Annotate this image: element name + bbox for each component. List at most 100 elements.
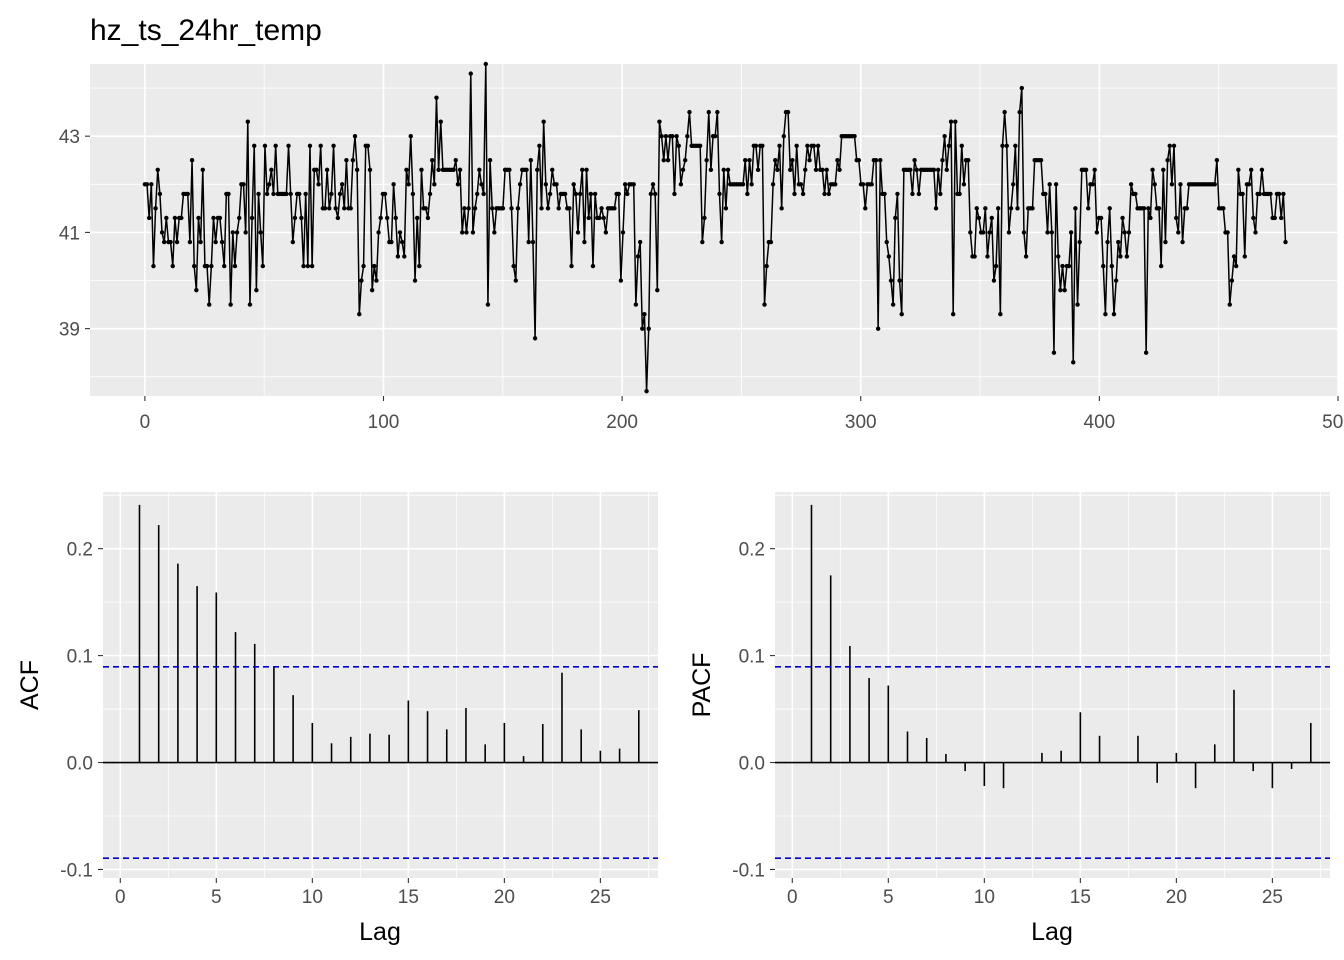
temperature-point bbox=[940, 158, 945, 163]
temperature-point bbox=[1002, 109, 1007, 115]
temperature-point bbox=[1257, 191, 1262, 197]
temperature-point bbox=[352, 133, 358, 139]
temperature-point bbox=[777, 143, 782, 148]
temperature-point bbox=[327, 206, 332, 211]
temperature-point bbox=[1103, 312, 1108, 317]
pacf-x-tick-label: 10 bbox=[974, 887, 995, 908]
temperature-point bbox=[1283, 239, 1288, 245]
temperature-point bbox=[680, 167, 686, 173]
temperature-point bbox=[760, 143, 765, 148]
temperature-point bbox=[588, 191, 594, 197]
temperature-point bbox=[878, 158, 883, 163]
temperature-point bbox=[974, 206, 979, 211]
pacf-x-axis-title: Lag bbox=[1031, 918, 1073, 946]
temperature-point bbox=[1066, 263, 1072, 269]
temperature-point bbox=[515, 206, 521, 211]
temperature-point bbox=[1146, 206, 1151, 211]
temperature-point bbox=[1060, 263, 1065, 269]
temperature-point bbox=[1094, 230, 1100, 235]
temperature-point bbox=[781, 133, 786, 139]
temperature-point bbox=[1101, 263, 1106, 269]
temperature-point bbox=[798, 182, 804, 187]
ts-x-tick-label: 400 bbox=[1084, 412, 1116, 433]
temperature-point bbox=[1212, 182, 1217, 187]
temperature-point bbox=[333, 206, 338, 211]
temperature-point bbox=[790, 158, 795, 163]
temperature-point bbox=[1178, 182, 1183, 187]
temperature-point bbox=[914, 167, 919, 173]
temperature-point bbox=[466, 206, 471, 211]
temperature-point bbox=[204, 263, 210, 269]
temperature-point bbox=[725, 167, 731, 173]
temperature-point bbox=[427, 191, 433, 197]
temperature-point bbox=[464, 230, 469, 235]
temperature-point bbox=[532, 336, 538, 341]
acf-y-tick-label: 0.2 bbox=[67, 540, 93, 561]
temperature-point bbox=[286, 143, 291, 148]
temperature-point bbox=[1013, 143, 1018, 148]
temperature-point bbox=[1038, 158, 1044, 163]
ts-x-tick-label: 200 bbox=[606, 412, 638, 433]
temperature-point bbox=[856, 158, 862, 163]
time-series-panel bbox=[90, 64, 1338, 396]
temperature-point bbox=[644, 388, 649, 394]
temperature-point bbox=[419, 167, 424, 173]
pacf-x-tick-label: 5 bbox=[883, 887, 894, 908]
temperature-point bbox=[1156, 206, 1162, 211]
temperature-point bbox=[414, 215, 420, 221]
temperature-point bbox=[1006, 230, 1012, 235]
temperature-point bbox=[650, 182, 656, 187]
temperature-point bbox=[543, 182, 549, 187]
temperature-point bbox=[672, 191, 677, 197]
temperature-point bbox=[1120, 215, 1125, 221]
temperature-point bbox=[897, 278, 902, 283]
temperature-point bbox=[577, 191, 583, 197]
temperature-point bbox=[1253, 230, 1258, 235]
temperature-point bbox=[826, 191, 832, 197]
temperature-point bbox=[987, 230, 992, 235]
temperature-point bbox=[151, 263, 156, 269]
acf-plot: 0 5 10 15 20 25 -0.1 0.0 0.1 0.2 Lag ACF bbox=[16, 492, 658, 946]
temperature-point bbox=[232, 263, 238, 269]
ts-y-tick-label: 41 bbox=[59, 223, 80, 244]
temperature-point bbox=[455, 182, 461, 187]
temperature-point bbox=[348, 206, 353, 211]
temperature-point bbox=[635, 254, 641, 259]
temperature-point bbox=[271, 191, 276, 197]
temperature-point bbox=[723, 206, 729, 211]
temperature-point bbox=[292, 215, 298, 221]
temperature-point bbox=[942, 133, 947, 139]
temperature-point bbox=[324, 167, 330, 173]
temperature-point bbox=[1043, 191, 1048, 197]
temperature-point bbox=[337, 191, 343, 197]
temperature-point bbox=[807, 158, 812, 163]
temperature-point bbox=[357, 312, 362, 317]
temperature-point bbox=[584, 167, 589, 173]
temperature-point bbox=[933, 206, 939, 211]
temperature-point bbox=[1133, 191, 1138, 197]
temperature-point bbox=[1122, 230, 1127, 235]
temperature-point bbox=[288, 191, 293, 197]
acf-x-tick-label: 25 bbox=[590, 887, 611, 908]
temperature-point bbox=[146, 215, 152, 221]
temperature-point bbox=[719, 239, 724, 245]
temperature-point bbox=[161, 239, 167, 245]
temperature-point bbox=[869, 182, 874, 187]
temperature-point bbox=[886, 254, 892, 259]
temperature-point bbox=[1126, 230, 1132, 235]
temperature-point bbox=[438, 119, 443, 124]
temperature-point bbox=[222, 263, 227, 269]
temperature-point bbox=[1141, 206, 1147, 211]
temperature-point bbox=[665, 158, 671, 163]
temperature-point bbox=[342, 206, 347, 211]
temperature-point bbox=[492, 230, 497, 235]
temperature-point bbox=[1109, 263, 1115, 269]
temperature-point bbox=[303, 191, 308, 197]
temperature-point bbox=[670, 133, 675, 139]
plot-title: hz_ts_24hr_temp bbox=[90, 14, 322, 47]
temperature-point bbox=[652, 191, 658, 197]
temperature-point bbox=[1068, 230, 1074, 235]
temperature-point bbox=[1071, 360, 1076, 365]
temperature-point bbox=[773, 158, 778, 163]
